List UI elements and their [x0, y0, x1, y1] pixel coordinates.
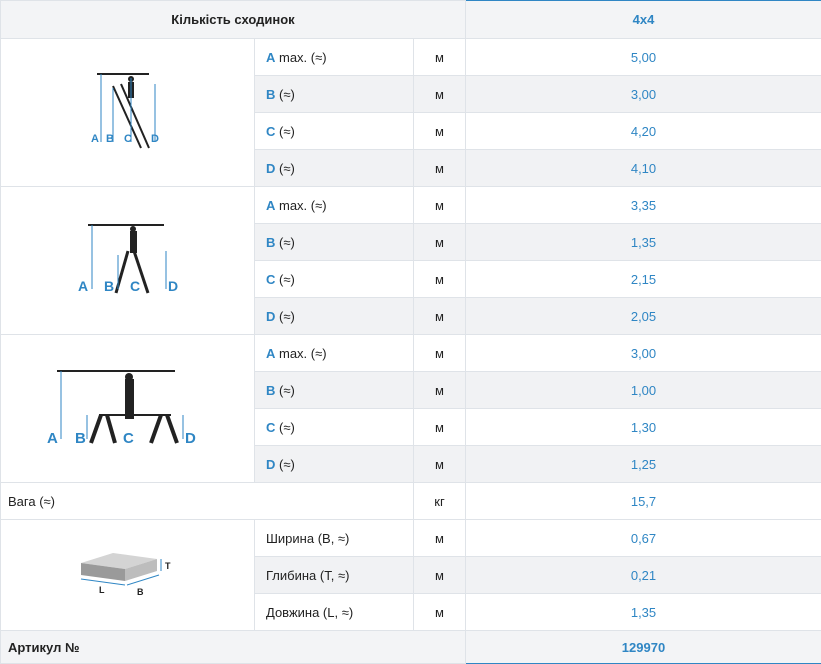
spec-value: 2,15 — [466, 261, 821, 298]
spec-value: 5,00 — [466, 39, 821, 76]
diagram-letter-d: D — [151, 133, 159, 145]
spec-unit: м — [414, 409, 466, 446]
header-row: Кількість сходинок 4x4 — [1, 1, 821, 39]
spec-label: C (≈) — [255, 261, 414, 298]
diagram-letter-c: C — [123, 430, 134, 447]
weight-unit: кг — [414, 483, 466, 520]
article-label: Артикул № — [1, 631, 466, 664]
spec-label: B (≈) — [255, 76, 414, 113]
diagram-letter-w: B — [137, 587, 144, 597]
spec-label: A max. (≈) — [255, 335, 414, 372]
table-row: A B C D A max. (≈) м 5,00 — [1, 39, 821, 76]
spec-label: C (≈) — [255, 113, 414, 150]
spec-value: 4,20 — [466, 113, 821, 150]
diagram-letter-d: D — [168, 278, 178, 294]
dimension-label: Ширина (B, ≈) — [255, 520, 414, 557]
spec-unit: м — [414, 150, 466, 187]
diagram-letter-a: A — [91, 133, 99, 145]
table-row: A B C D A max. (≈) м 3,00 — [1, 335, 821, 372]
dimension-value: 1,35 — [466, 594, 821, 631]
spec-label: A max. (≈) — [255, 39, 414, 76]
spec-value: 1,00 — [466, 372, 821, 409]
ladder-aframe-diagram-icon: A B C D — [68, 221, 188, 301]
spec-unit: м — [414, 261, 466, 298]
spec-label: D (≈) — [255, 446, 414, 483]
spec-value: 1,35 — [466, 224, 821, 261]
dimension-unit: м — [414, 594, 466, 631]
article-row: Артикул № 129970 — [1, 631, 821, 664]
diagram-letter-l: L — [99, 585, 105, 595]
diagram-cell: A B C D — [1, 39, 255, 187]
diagram-letter-a: A — [47, 430, 58, 447]
diagram-letter-b: B — [75, 430, 86, 447]
ladder-lean-diagram-icon: A B C D — [83, 68, 173, 158]
spec-value: 1,25 — [466, 446, 821, 483]
dimension-label: Довжина (L, ≈) — [255, 594, 414, 631]
table-row: T L B Ширина (B, ≈) м 0,67 — [1, 520, 821, 557]
spec-label: B (≈) — [255, 372, 414, 409]
dimension-value: 0,67 — [466, 520, 821, 557]
weight-label: Вага (≈) — [1, 483, 414, 520]
weight-row: Вага (≈) кг 15,7 — [1, 483, 821, 520]
spec-unit: м — [414, 187, 466, 224]
diagram-letter-b: B — [106, 133, 114, 145]
diagram-letter-c: C — [124, 133, 132, 145]
diagram-letter-a: A — [78, 278, 88, 294]
spec-unit: м — [414, 224, 466, 261]
spec-label: D (≈) — [255, 150, 414, 187]
diagram-letter-t: T — [165, 561, 171, 571]
package-box-icon: T L B — [73, 545, 183, 605]
dimension-value: 0,21 — [466, 557, 821, 594]
steps-count-label: Кількість сходинок — [1, 1, 466, 39]
spec-value: 3,00 — [466, 335, 821, 372]
spec-value: 3,35 — [466, 187, 821, 224]
diagram-letter-c: C — [130, 278, 140, 294]
steps-count-value: 4x4 — [466, 1, 821, 39]
dimension-unit: м — [414, 520, 466, 557]
spec-value: 1,30 — [466, 409, 821, 446]
diagram-cell: A B C D — [1, 187, 255, 335]
diagram-letter-b: B — [104, 278, 114, 294]
spec-value: 4,10 — [466, 150, 821, 187]
ladder-platform-diagram-icon: A B C D — [43, 367, 213, 451]
spec-label: B (≈) — [255, 224, 414, 261]
article-value: 129970 — [466, 631, 821, 664]
spec-unit: м — [414, 372, 466, 409]
spec-label: A max. (≈) — [255, 187, 414, 224]
dimension-label: Глибина (T, ≈) — [255, 557, 414, 594]
spec-unit: м — [414, 298, 466, 335]
diagram-letter-d: D — [185, 430, 196, 447]
spec-unit: м — [414, 335, 466, 372]
spec-value: 2,05 — [466, 298, 821, 335]
table-row: A B C D A max. (≈) м 3,35 — [1, 187, 821, 224]
spec-value: 3,00 — [466, 76, 821, 113]
spec-unit: м — [414, 446, 466, 483]
weight-value: 15,7 — [466, 483, 821, 520]
dimension-unit: м — [414, 557, 466, 594]
spec-label: D (≈) — [255, 298, 414, 335]
spec-unit: м — [414, 39, 466, 76]
diagram-cell: T L B — [1, 520, 255, 631]
spec-unit: м — [414, 113, 466, 150]
spec-unit: м — [414, 76, 466, 113]
spec-label: C (≈) — [255, 409, 414, 446]
diagram-cell: A B C D — [1, 335, 255, 483]
